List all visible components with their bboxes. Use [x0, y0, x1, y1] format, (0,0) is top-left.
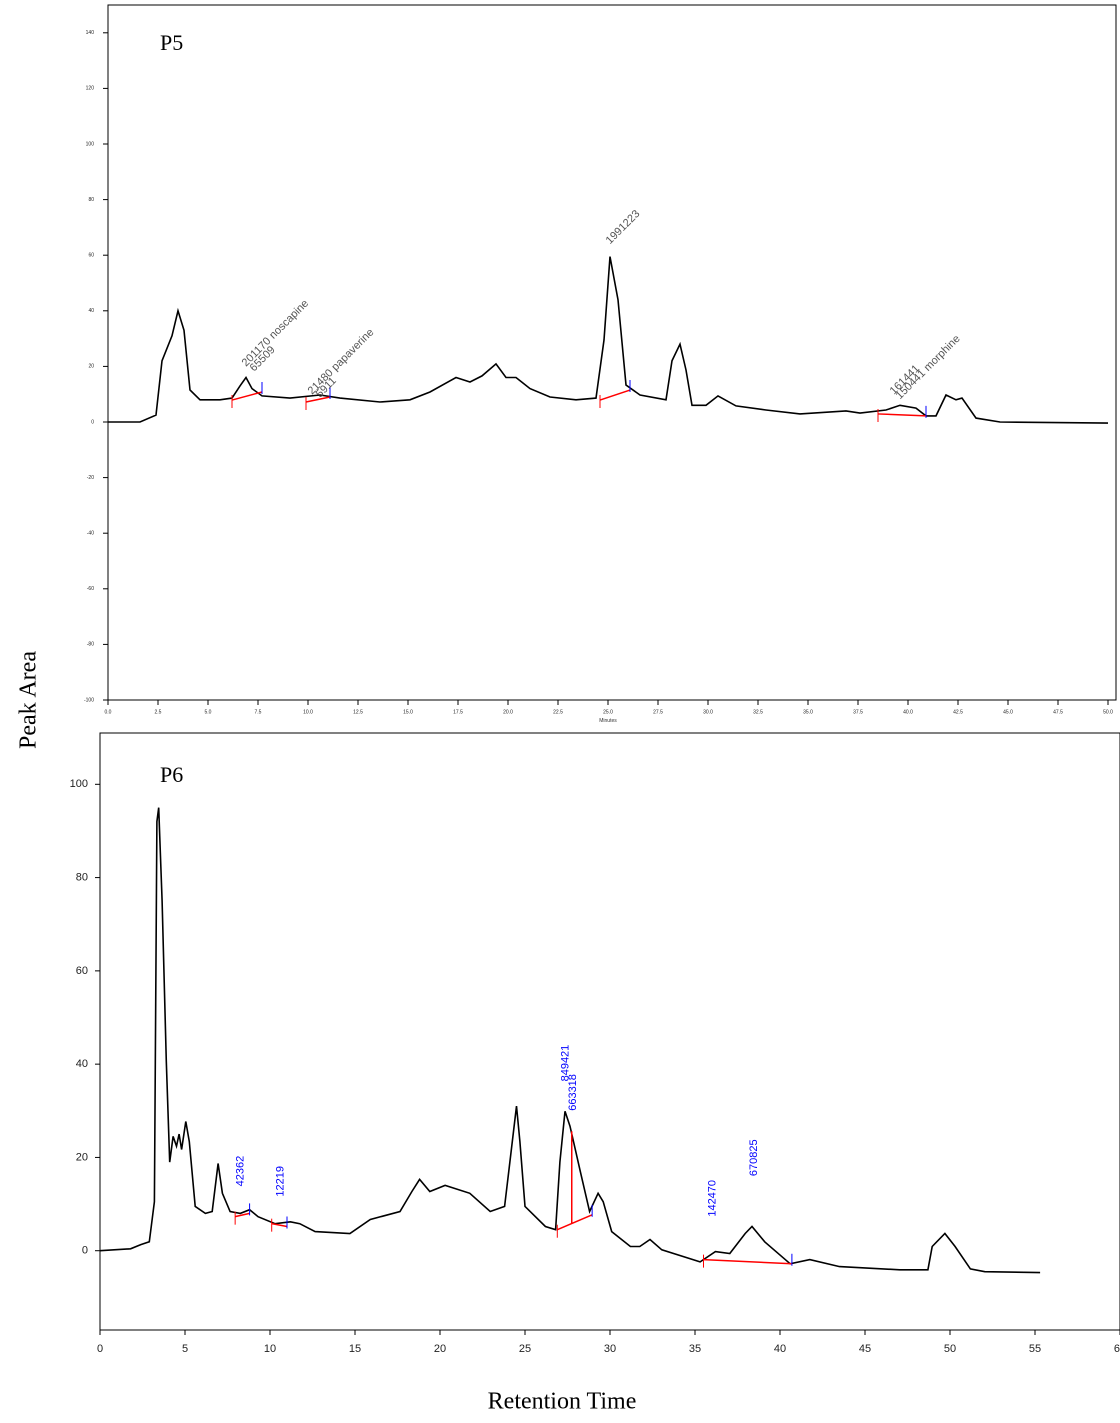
y-tick-label: 20 — [76, 1151, 88, 1163]
x-tick-label: 37.5 — [853, 709, 863, 715]
x-tick-label: 22.5 — [553, 709, 563, 715]
peak-annotation: 849421 — [559, 1045, 571, 1082]
x-tick-label: 15.0 — [403, 709, 413, 715]
y-tick-label: 80 — [88, 197, 94, 203]
plot-frame — [99, 732, 1120, 1331]
y-tick-label: 100 — [86, 141, 95, 147]
plot-frame — [107, 4, 1117, 701]
panel-label: P6 — [160, 762, 183, 787]
x-tick-label: 17.5 — [453, 709, 463, 715]
peak-annotation: 21480 papaverine — [306, 326, 377, 397]
y-axis-title: Peak Area — [16, 651, 42, 749]
peak-annotation: 12219 — [275, 1166, 287, 1197]
y-tick-label: 60 — [88, 253, 94, 259]
y-tick-label: 120 — [86, 86, 95, 92]
y-tick-label: 0 — [91, 419, 94, 425]
y-tick-label: -100 — [84, 697, 94, 703]
x-tick-label: 30.0 — [703, 709, 713, 715]
y-tick-label: 100 — [70, 778, 88, 790]
peak-annotation: 1991223 — [604, 208, 643, 247]
integration-baseline — [231, 391, 263, 401]
x-tick-label: 10 — [264, 1343, 276, 1355]
x-tick-label: 25.0 — [603, 709, 613, 715]
x-tick-label: 12.5 — [353, 709, 363, 715]
integration-baseline — [305, 396, 331, 403]
peak-annotation: 150441 morphine — [894, 333, 963, 402]
integration-baseline — [877, 413, 927, 417]
integration-baseline — [557, 1214, 593, 1231]
y-tick-label: -40 — [87, 531, 94, 537]
y-tick-label: 80 — [76, 871, 88, 883]
integration-baseline — [599, 389, 631, 401]
x-tick-label: 45.0 — [1003, 709, 1013, 715]
x-tick-label: 20.0 — [503, 709, 513, 715]
x-axis-label: Minutes — [599, 718, 617, 724]
x-tick-label: 55 — [1029, 1343, 1041, 1355]
x-tick-label: 50.0 — [1103, 709, 1113, 715]
x-tick-label: 50 — [944, 1343, 956, 1355]
x-tick-label: 35.0 — [803, 709, 813, 715]
peak-annotation: 201170 noscapine — [240, 298, 311, 369]
y-tick-label: 20 — [88, 364, 94, 370]
peak-annotation: 42362 — [235, 1156, 247, 1187]
y-tick-label: 60 — [76, 965, 88, 977]
x-tick-label: 40.0 — [903, 709, 913, 715]
y-tick-label: 40 — [76, 1058, 88, 1070]
y-tick-label: 40 — [88, 308, 94, 314]
x-tick-label: 27.5 — [653, 709, 663, 715]
x-tick-label: 47.5 — [1053, 709, 1063, 715]
y-tick-label: 0 — [82, 1245, 88, 1257]
x-tick-label: 7.5 — [255, 709, 262, 715]
panel-label: P5 — [160, 30, 183, 55]
x-tick-label: 45 — [859, 1343, 871, 1355]
x-tick-label: 35 — [689, 1343, 701, 1355]
x-tick-label: 2.5 — [155, 709, 162, 715]
x-tick-label: 5.0 — [205, 709, 212, 715]
x-tick-label: 15 — [349, 1343, 361, 1355]
x-tick-label: 42.5 — [953, 709, 963, 715]
y-tick-label: -20 — [87, 475, 94, 481]
y-tick-label: -60 — [87, 586, 94, 592]
x-tick-label: 20 — [434, 1343, 446, 1355]
peak-annotation: 670825 — [748, 1139, 760, 1176]
integration-baseline — [234, 1212, 250, 1218]
x-tick-label: 30 — [604, 1343, 616, 1355]
y-tick-label: 140 — [86, 30, 95, 36]
x-tick-label: 40 — [774, 1343, 786, 1355]
trace — [108, 256, 1109, 424]
peak-annotation: 663318 — [567, 1074, 579, 1111]
x-tick-label: 0.0 — [105, 709, 112, 715]
integration-baseline — [703, 1258, 792, 1265]
x-tick-label: 0 — [97, 1343, 103, 1355]
x-tick-label: 10.0 — [303, 709, 313, 715]
x-tick-label: 25 — [519, 1343, 531, 1355]
integration-baseline — [271, 1222, 288, 1228]
y-tick-label: -80 — [87, 642, 94, 648]
x-tick-label: 5 — [182, 1343, 188, 1355]
trace — [99, 807, 1041, 1274]
x-tick-label: 32.5 — [753, 709, 763, 715]
x-axis-title: Retention Time — [488, 1389, 637, 1415]
x-tick-label: 60 — [1114, 1343, 1120, 1355]
peak-annotation: 142470 — [706, 1180, 718, 1217]
